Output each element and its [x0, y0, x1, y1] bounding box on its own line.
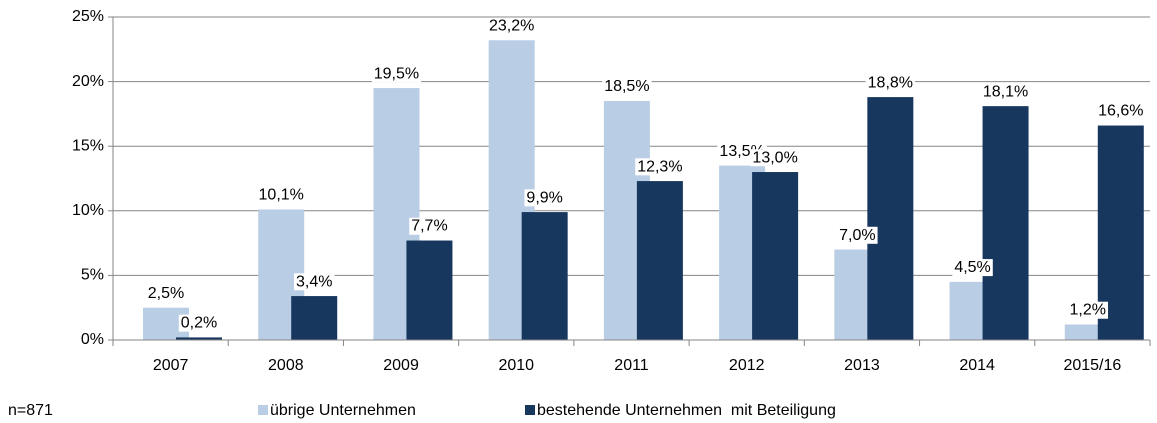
legend-swatch [258, 405, 268, 415]
data-label: 2,5% [148, 285, 184, 302]
data-label: 10,1% [259, 187, 304, 204]
label-background [524, 189, 565, 207]
data-label: 12,3% [637, 158, 682, 175]
x-tick-label: 2007 [153, 357, 189, 374]
x-tick-label: 2012 [729, 357, 765, 374]
y-tick-label: 0% [81, 331, 104, 348]
label-background [145, 284, 187, 302]
x-tick-label: 2014 [959, 357, 995, 374]
y-tick-label: 5% [81, 267, 104, 284]
data-label: 16,6% [1098, 103, 1143, 120]
label-background [750, 149, 800, 167]
label-background [635, 158, 685, 176]
data-label: 18,1% [983, 83, 1028, 100]
label-background [371, 65, 422, 83]
y-tick-label: 15% [72, 137, 104, 154]
bar [406, 240, 453, 340]
label-background [865, 74, 916, 92]
data-label: 0,2% [181, 315, 217, 332]
bar [867, 97, 914, 340]
label-background [409, 217, 450, 235]
bar [521, 212, 568, 340]
label-background [602, 78, 652, 96]
data-label: 18,5% [604, 78, 649, 95]
x-tick-label: 2015/16 [1063, 357, 1121, 374]
bar [982, 106, 1029, 340]
x-tick-label: 2008 [268, 357, 304, 374]
data-label: 23,2% [489, 17, 534, 34]
data-label: 19,5% [374, 65, 419, 82]
label-background [952, 259, 993, 277]
data-label: 18,8% [868, 74, 913, 91]
label-background [178, 314, 220, 332]
label-background [1067, 301, 1109, 319]
label-background [293, 273, 335, 291]
data-label: 9,9% [526, 189, 562, 206]
label-background [837, 226, 878, 244]
y-tick-label: 10% [72, 202, 104, 219]
bar [291, 296, 338, 340]
data-label: 13,0% [752, 149, 797, 166]
y-tick-label: 20% [72, 73, 104, 90]
legend-label: bestehende Unternehmen mit Beteiligung [537, 402, 836, 419]
data-label: 7,7% [411, 218, 447, 235]
bar [752, 172, 799, 340]
label-background [486, 17, 537, 35]
data-label: 7,0% [839, 227, 875, 244]
label-background [256, 186, 306, 204]
y-tick-label: 25% [72, 8, 104, 25]
bar [176, 337, 222, 340]
bar [636, 181, 683, 340]
label-background [980, 83, 1031, 101]
legend-label: übrige Unternehmen [270, 402, 416, 419]
x-tick-label: 2013 [844, 357, 880, 374]
label-background [1096, 102, 1146, 120]
x-tick-label: 2009 [383, 357, 419, 374]
x-tick-label: 2010 [498, 357, 534, 374]
data-label: 1,2% [1070, 302, 1106, 319]
data-label: 3,4% [296, 273, 332, 290]
data-label: 4,5% [954, 259, 990, 276]
annotation: n=871 [8, 402, 53, 419]
legend-swatch [525, 405, 535, 415]
x-tick-label: 2011 [614, 357, 649, 374]
